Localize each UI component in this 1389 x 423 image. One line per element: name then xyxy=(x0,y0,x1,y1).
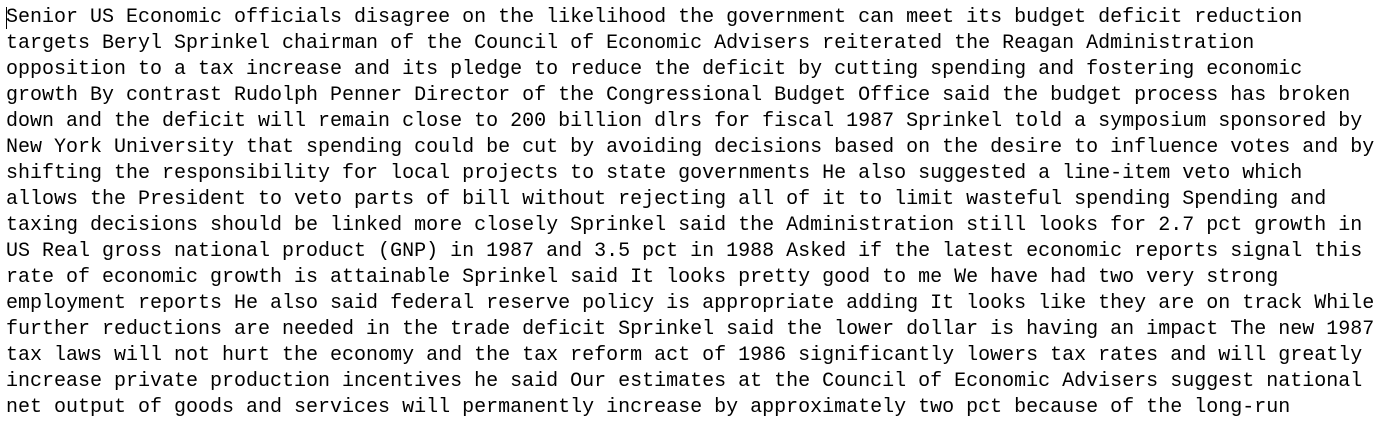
text-line: opposition to a tax increase and its ple… xyxy=(6,58,1303,81)
text-line: further reductions are needed in the tra… xyxy=(6,318,1375,341)
document-text: Senior US Economic officials disagree on… xyxy=(6,5,1374,421)
text-line: tax laws will not hurt the economy and t… xyxy=(6,344,1363,367)
text-line: net output of goods and services will pe… xyxy=(6,396,1291,419)
text-line: growth By contrast Rudolph Penner Direct… xyxy=(6,84,1351,107)
text-line: Senior US Economic officials disagree on… xyxy=(6,6,1303,29)
text-line: New York University that spending could … xyxy=(6,136,1375,159)
text-line: employment reports He also said federal … xyxy=(6,292,1375,315)
text-line: US Real gross national product (GNP) in … xyxy=(6,240,1363,263)
text-line: shifting the responsibility for local pr… xyxy=(6,162,1303,185)
text-line: down and the deficit will remain close t… xyxy=(6,110,1363,133)
text-line: increase private production incentives h… xyxy=(6,370,1363,393)
text-line: rate of economic growth is attainable Sp… xyxy=(6,266,1279,289)
text-line: allows the President to veto parts of bi… xyxy=(6,188,1327,211)
text-caret xyxy=(6,7,7,29)
text-line: taxing decisions should be linked more c… xyxy=(6,214,1363,237)
text-line: targets Beryl Sprinkel chairman of the C… xyxy=(6,32,1255,55)
